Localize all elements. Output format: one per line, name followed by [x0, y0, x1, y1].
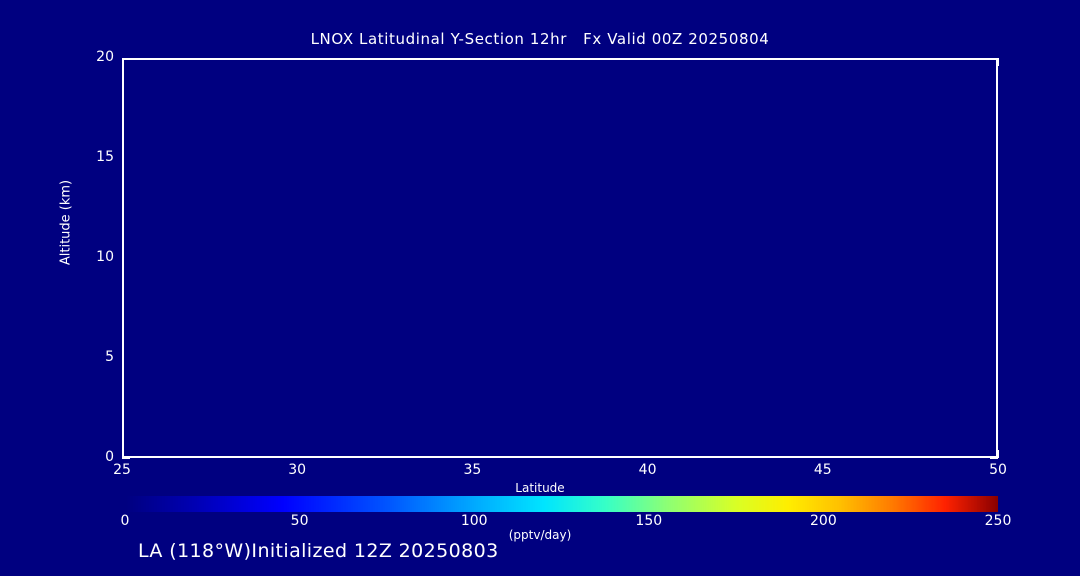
y-tick-label: 5 — [105, 349, 114, 365]
colorbar-tick-label: 50 — [290, 513, 309, 529]
x-tick-label: 50 — [989, 462, 1007, 478]
y-tick-label: 20 — [96, 49, 114, 65]
colorbar-tick-label: 200 — [810, 513, 837, 529]
colorbar-units-label: (pptv/day) — [508, 528, 572, 542]
x-tick-label: 35 — [463, 462, 482, 478]
x-axis-title: Latitude — [515, 481, 565, 495]
axis-tick — [990, 458, 998, 459]
x-tick-label: 45 — [813, 462, 832, 478]
y-tick-label: 10 — [96, 249, 114, 265]
plot-area[interactable] — [122, 58, 998, 458]
y-axis-title: Altitude (km) — [58, 179, 74, 266]
axis-tick — [998, 58, 999, 66]
axis-tick — [998, 450, 999, 458]
axis-tick — [122, 458, 130, 459]
x-tick-label: 30 — [288, 462, 307, 478]
x-tick-label: 25 — [113, 462, 131, 478]
y-tick-label: 0 — [105, 449, 114, 465]
colorbar-tick-label: 100 — [460, 513, 488, 529]
colorbar-tick-label: 250 — [984, 513, 1012, 529]
contour-overlay — [124, 60, 996, 456]
colorbar-gradient — [125, 496, 998, 512]
figure-caption: LA (118°W)Initialized 12Z 20250803 — [138, 540, 499, 562]
heatmap-canvas — [124, 60, 996, 456]
page-title: LNOX Latitudinal Y-Section 12hr Fx Valid… — [310, 30, 770, 48]
colorbar-tick-label: 150 — [635, 513, 663, 529]
colorbar[interactable] — [125, 496, 998, 512]
y-tick-label: 15 — [96, 149, 114, 165]
x-tick-label: 40 — [638, 462, 657, 478]
colorbar-tick-label: 0 — [120, 513, 130, 529]
